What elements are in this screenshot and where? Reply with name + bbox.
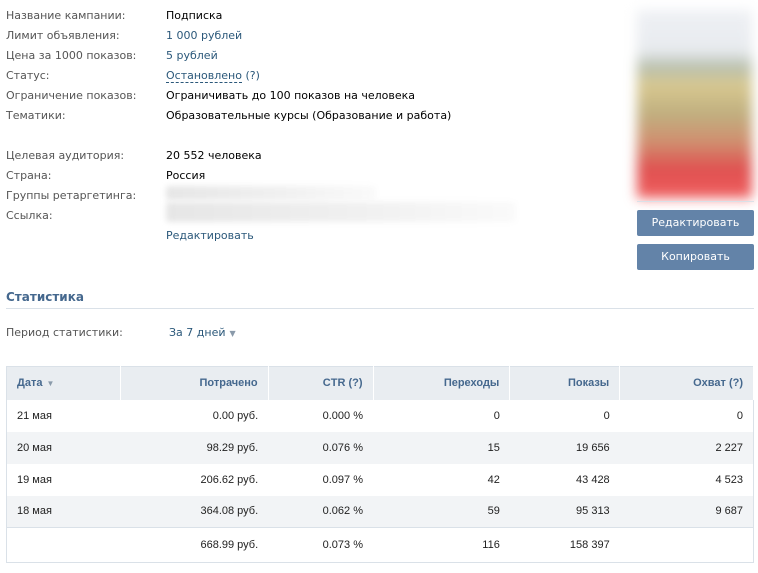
table-cell: 20 мая (6, 431, 121, 464)
info-label: Цена за 1000 показов: (6, 49, 137, 62)
total-row: 668.99 руб. 0.073 % 116 158 397 (6, 527, 754, 563)
table-cell: 0.062 % (268, 495, 373, 528)
statistics-table: Дата ▼ Потрачено CTR (?) Переходы Показы Охват… (6, 366, 754, 563)
info-row: Название кампании: Подписка (6, 8, 626, 24)
info-label: Ссылка: (6, 209, 53, 222)
info-label: Лимит объявления: (6, 29, 120, 42)
info-value: Россия (166, 169, 206, 182)
table-cell: 0 (493, 409, 500, 422)
column-header[interactable]: Охват (?) (619, 366, 754, 400)
info-row: Лимит объявления: 1 000 рублей (6, 28, 626, 44)
edit-button[interactable]: Редактировать (637, 210, 754, 236)
info-row: Тематики: Образовательные курсы (Образова… (6, 108, 626, 124)
info-value: Подписка (166, 9, 223, 22)
table-cell: 95 313 (509, 495, 620, 528)
total-cell (6, 527, 121, 563)
retargeting-groups-blurred (166, 186, 376, 200)
total-cell: 158 397 (509, 527, 620, 563)
divider (6, 308, 754, 309)
total-cell: 668.99 руб. (120, 527, 269, 563)
status-link[interactable]: Остановлено (166, 69, 242, 83)
info-label: Страна: (6, 169, 52, 182)
info-label: Статус: (6, 69, 50, 82)
info-value: 20 552 человека (166, 149, 262, 162)
divider (637, 201, 754, 202)
info-row: Целевая аудитория: 20 552 человека (6, 148, 626, 164)
info-row: Статус: Остановлено (?) (6, 68, 626, 84)
table-cell: 0.076 % (268, 431, 373, 464)
table-cell: 18 мая (6, 495, 121, 528)
table-row: 19 мая 206.62 руб. 0.097 % 42 43 428 4 523 (7, 464, 754, 496)
table-cell: 2 227 (619, 431, 754, 464)
info-row: Цена за 1000 показов: 5 рублей (6, 48, 626, 64)
info-value-link[interactable]: 5 рублей (166, 49, 218, 62)
edit-targeting-link[interactable]: Редактировать (166, 229, 254, 242)
column-header[interactable]: CTR (?) (268, 366, 374, 400)
period-label: Период статистики: (6, 326, 123, 339)
chevron-down-icon: ▼ (229, 329, 236, 338)
table-cell: 0 (736, 409, 743, 422)
copy-button[interactable]: Копировать (637, 244, 754, 270)
table-cell: 15 (373, 431, 510, 464)
info-value: Ограничивать до 100 показов на человека (166, 89, 416, 102)
info-label: Группы ретаргетинга: (6, 189, 137, 202)
table-cell: 19 656 (509, 431, 620, 464)
info-row: Группы ретаргетинга: (6, 188, 626, 204)
info-value-link[interactable]: 1 000 рублей (166, 29, 243, 42)
info-row: Ссылка: (6, 208, 626, 224)
table-cell: 19 мая (17, 473, 52, 486)
table-cell: 0.000 % (322, 409, 363, 422)
table-row: 20 мая 98.29 руб. 0.076 % 15 19 656 2 227 (6, 431, 754, 464)
table-cell: 42 (487, 473, 500, 486)
info-label: Целевая аудитория: (6, 149, 125, 162)
table-cell: 364.08 руб. (120, 495, 269, 528)
info-label: Тематики: (6, 109, 66, 122)
total-cell (619, 527, 754, 563)
info-row: Ограничение показов: Ограничивать до 100 … (6, 88, 626, 104)
table-cell: 4 523 (715, 473, 743, 486)
table-cell: 0 (603, 409, 610, 422)
column-header[interactable]: Показы (509, 366, 621, 400)
info-value: Образовательные курсы (Образование и раб… (166, 109, 452, 122)
total-cell: 116 (373, 527, 510, 563)
table-cell: 206.62 руб. (200, 473, 259, 486)
table-cell: 98.29 руб. (120, 431, 269, 464)
period-dropdown[interactable]: За 7 дней ▼ (169, 326, 236, 339)
column-header[interactable]: Потрачено (120, 366, 269, 400)
column-header[interactable]: Дата ▼ (6, 366, 121, 400)
table-cell: 0.097 % (322, 473, 363, 486)
table-cell: 0.00 руб. (212, 409, 259, 422)
link-blurred (166, 202, 516, 222)
table-row: 18 мая 364.08 руб. 0.062 % 59 95 313 9 687 (6, 495, 754, 528)
table-cell: 21 мая (17, 409, 52, 422)
total-cell: 0.073 % (268, 527, 373, 563)
info-label: Название кампании: (6, 9, 126, 22)
section-title-statistics: Статистика (6, 290, 84, 304)
info-label: Ограничение показов: (6, 89, 137, 102)
table-cell: 59 (373, 495, 510, 528)
status-help[interactable]: (?) (245, 69, 260, 82)
info-row: Страна: Россия (6, 168, 626, 184)
table-row: 21 мая 0.00 руб. 0.000 % 0 0 0 (7, 400, 754, 432)
column-header[interactable]: Переходы (373, 366, 511, 400)
sort-desc-icon: ▼ (46, 379, 55, 389)
table-cell: 9 687 (619, 495, 754, 528)
table-cell: 43 428 (576, 473, 610, 486)
ad-image-blurred (637, 10, 752, 198)
